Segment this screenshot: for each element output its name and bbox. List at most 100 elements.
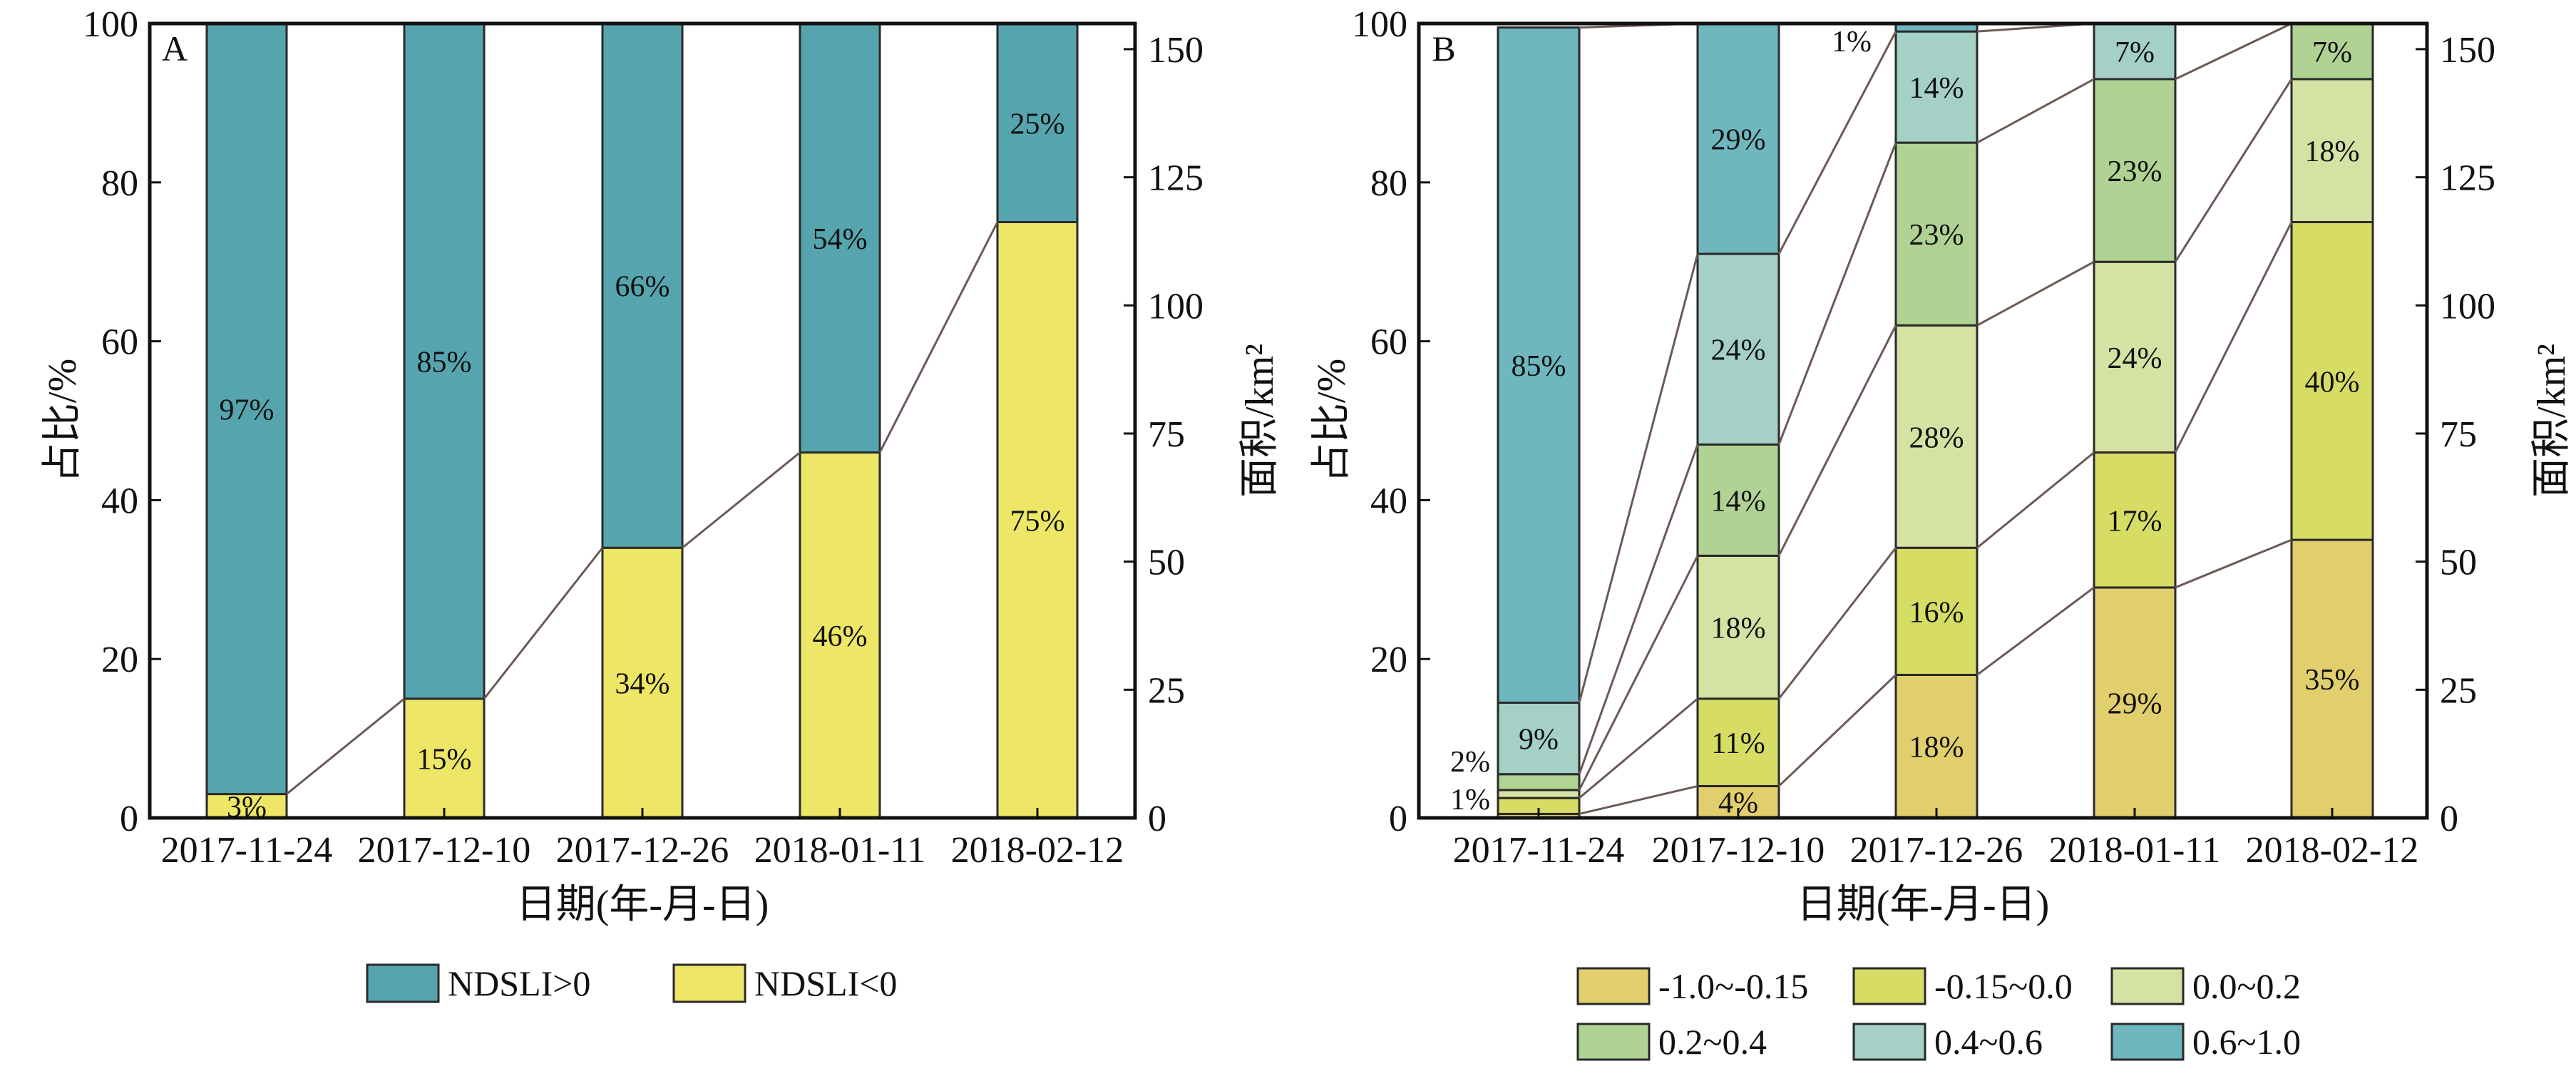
connector-line	[1976, 451, 2095, 549]
y2-tick-label: 75	[1148, 414, 1185, 455]
bar-segment	[1894, 141, 1979, 327]
data-label: 34%	[615, 668, 670, 701]
x-axis-title: 日期(年-月-日)	[1797, 883, 2050, 927]
connector-line	[1777, 547, 1897, 700]
y-tick-label: 0	[120, 799, 138, 839]
y2-tick-label: 75	[2440, 414, 2477, 455]
bar-segment	[403, 697, 486, 819]
data-label: 85%	[417, 346, 472, 379]
y2-tick-label: 150	[2440, 30, 2495, 71]
data-label: 7%	[2115, 36, 2155, 69]
data-label: 85%	[1512, 350, 1566, 383]
bar-segment	[1497, 26, 1581, 704]
data-label: 7%	[2312, 36, 2352, 69]
bar-segment	[601, 22, 684, 549]
bar-segment	[2093, 451, 2177, 589]
y2-tick-label: 50	[1148, 543, 1185, 583]
connector-line	[2174, 221, 2293, 454]
data-label: 97%	[220, 394, 274, 426]
panel-label: B	[1432, 29, 1455, 68]
bar-segment	[1894, 324, 1979, 549]
y2-tick-label: 50	[2440, 543, 2477, 583]
connector-line	[1777, 324, 1897, 557]
connector-line	[1579, 697, 1698, 799]
data-label: 11%	[1711, 727, 1765, 760]
data-label: 75%	[1010, 505, 1065, 538]
bar-segment	[1497, 789, 1581, 799]
plot-frame	[1417, 21, 2429, 820]
x-tick-label: 2018-02-12	[2246, 830, 2419, 871]
y-tick-label: 100	[1352, 4, 1407, 45]
bar-segment	[403, 22, 486, 700]
bar-segment	[996, 221, 1079, 819]
legend-swatch	[1852, 1023, 1926, 1061]
y-tick-label: 40	[101, 481, 138, 521]
bar-segment	[1497, 773, 1581, 791]
legend-swatch	[1576, 1023, 1651, 1061]
data-label: 23%	[1909, 219, 1964, 252]
data-label: 25%	[1010, 108, 1065, 140]
bar-segment	[1894, 673, 1979, 819]
connector-line	[483, 547, 604, 700]
panel-label: A	[162, 29, 188, 68]
connector-line	[286, 697, 405, 795]
y-tick-label: 100	[83, 4, 138, 45]
y-tick-label: 80	[101, 163, 138, 204]
x-tick-label: 2017-11-24	[161, 830, 333, 871]
x-tick-label: 2018-01-11	[754, 830, 926, 871]
legend-swatch	[1576, 967, 1651, 1005]
data-label: 24%	[2108, 342, 2162, 375]
bar-segment	[1696, 554, 1780, 700]
connector-line	[2175, 22, 2292, 81]
bar-segment	[799, 22, 881, 454]
legend-swatch	[1852, 967, 1926, 1005]
legend-swatch	[672, 963, 746, 1003]
y2-tick-label: 125	[1148, 158, 1204, 199]
bar-segment	[1497, 701, 1581, 776]
y-tick-label: 0	[1389, 799, 1407, 839]
bar-segment	[2290, 221, 2374, 541]
y-tick-label: 60	[1370, 322, 1407, 363]
legend-swatch	[2110, 967, 2185, 1005]
connector-line	[1777, 674, 1897, 787]
data-label: 18%	[1909, 732, 1964, 764]
legend-swatch	[2110, 1023, 2185, 1061]
y2-axis-title: 面积/km²	[1238, 344, 1282, 498]
y2-axis-title: 面积/km²	[2530, 344, 2574, 498]
y-tick-label: 20	[1370, 640, 1407, 680]
legend-label: 0.2~0.4	[1658, 1022, 1767, 1062]
connector-line	[1777, 142, 1897, 445]
data-label: 17%	[2108, 505, 2162, 538]
x-tick-label: 2017-12-10	[1652, 830, 1825, 871]
bar-segment	[2290, 22, 2374, 81]
legend-label: 0.0~0.2	[2192, 966, 2301, 1006]
legend-swatch	[366, 963, 440, 1003]
connector-line	[1579, 784, 1698, 815]
data-label: 1%	[1450, 784, 1490, 816]
legend-label: 0.6~1.0	[2192, 1022, 2301, 1062]
connector-line	[1578, 444, 1699, 775]
y-tick-label: 20	[101, 640, 138, 680]
y-axis-title: 占比/%	[41, 359, 85, 483]
x-tick-label: 2017-12-26	[556, 830, 729, 871]
y2-tick-label: 100	[2440, 286, 2495, 327]
bar-segment	[2093, 260, 2177, 454]
bar-segment	[1894, 546, 1979, 676]
data-label: 15%	[417, 743, 472, 776]
data-label: 29%	[2108, 687, 2162, 720]
bar-segment	[1696, 443, 1780, 557]
legend-label: -0.15~0.0	[1934, 966, 2073, 1006]
y2-tick-label: 0	[2440, 799, 2458, 839]
x-tick-label: 2018-02-12	[951, 830, 1124, 871]
data-label: 18%	[1711, 613, 1766, 645]
data-label: 14%	[1711, 485, 1766, 518]
x-tick-label: 2017-12-10	[358, 830, 531, 871]
connector-line	[2174, 78, 2293, 263]
data-label: 40%	[2305, 366, 2360, 399]
legend-label: NDSLI<0	[754, 963, 897, 1003]
legend-label: 0.4~0.6	[1934, 1022, 2043, 1062]
data-label: 9%	[1519, 724, 1559, 757]
y-tick-label: 80	[1370, 163, 1407, 204]
data-label: 54%	[813, 223, 868, 256]
